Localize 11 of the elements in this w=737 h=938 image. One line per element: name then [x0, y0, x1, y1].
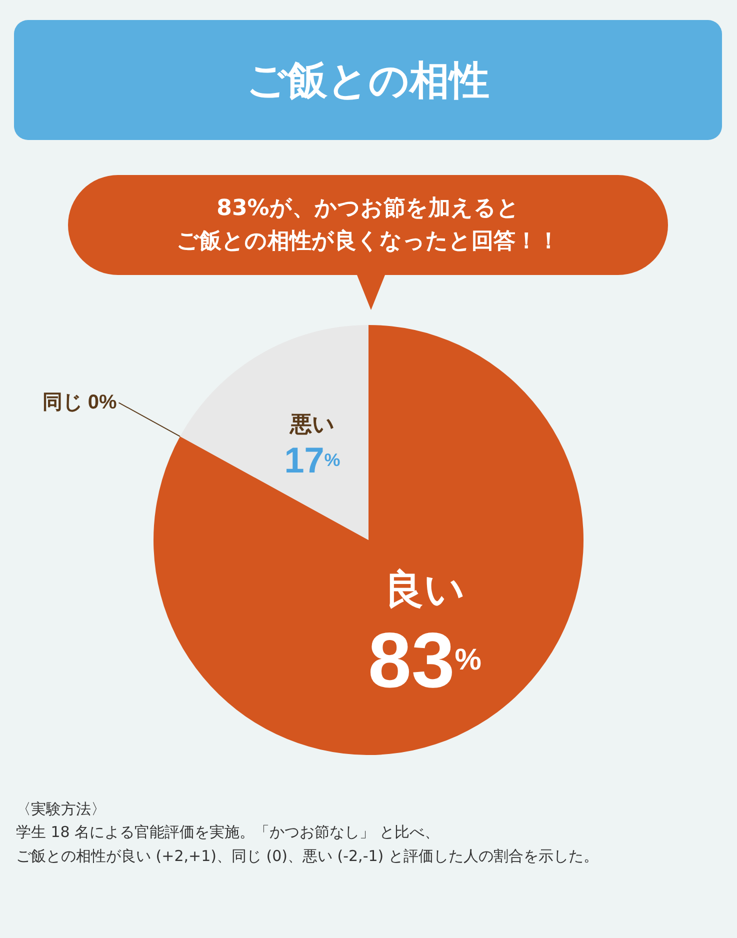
data-label: 83%: [368, 616, 482, 704]
slice-label: 悪い: [288, 411, 335, 436]
category-label: 同じ 0%: [42, 392, 117, 414]
text: 学生 18 名による官能評価を実施。「かつお節なし」 と比べ、: [16, 822, 440, 844]
text: 83%が、かつお節を加えると: [216, 195, 520, 223]
slice-label: 良い: [384, 568, 466, 612]
data-label: 17%: [284, 439, 340, 480]
text: ご飯との相性が良い (+2,+1)、同じ (0)、悪い (-2,-1) と評価した人の割合を示した。: [16, 846, 600, 866]
text: ご飯との相性が良くなったと回答！！: [176, 228, 560, 256]
text: 〈実験方法〉: [16, 799, 107, 820]
chart-title: ご飯との相性: [14, 20, 722, 140]
